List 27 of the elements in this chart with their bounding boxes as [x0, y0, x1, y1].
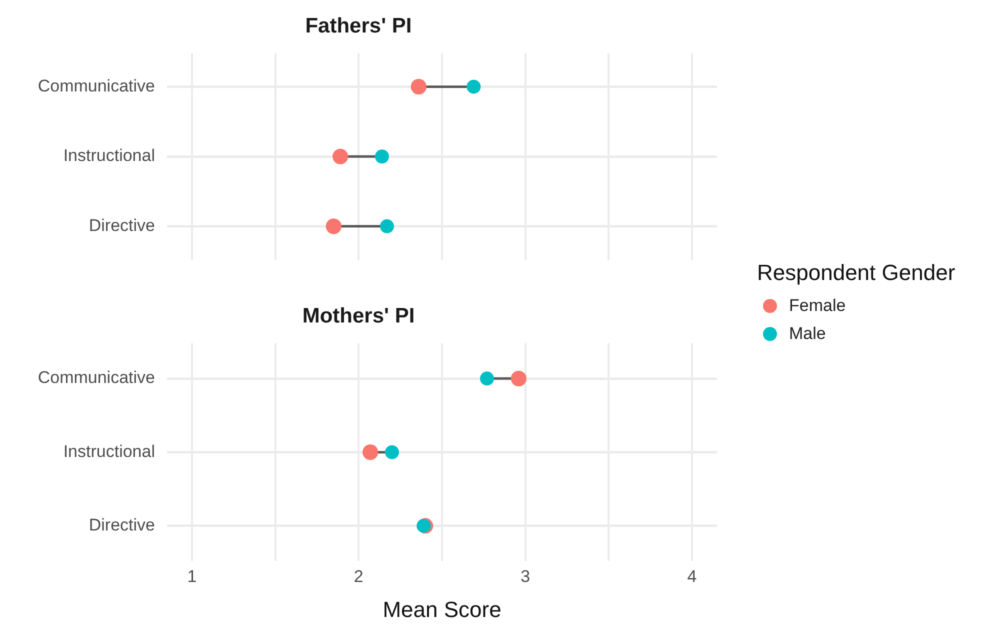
point	[480, 372, 494, 386]
y-tick-label: Directive	[88, 216, 155, 235]
y-tick-label: Communicative	[38, 368, 155, 388]
point	[375, 150, 389, 164]
x-axis-title: Mean Score	[382, 596, 502, 622]
point	[466, 80, 481, 94]
x-tick-label: 1	[187, 567, 197, 586]
y-tick-label: Directive	[88, 516, 155, 535]
point	[380, 219, 394, 234]
point	[362, 444, 378, 460]
chart-title: Mothers' PI	[302, 304, 415, 328]
point	[332, 148, 348, 164]
point	[385, 445, 399, 460]
x-tick-label: 2	[354, 567, 364, 586]
legend-label: Female	[789, 296, 846, 316]
legend-label: Male	[789, 324, 826, 344]
chart-title: Fathers' PI	[305, 14, 412, 38]
point	[416, 518, 431, 533]
y-tick-label: Instructional	[63, 146, 155, 166]
y-tick-label: Communicative	[38, 76, 155, 96]
y-tick-label: Instructional	[63, 442, 155, 461]
point	[410, 78, 426, 95]
point	[326, 218, 342, 234]
point	[510, 370, 526, 386]
x-tick-label: 3	[520, 567, 530, 586]
legend-title: Respondent Gender	[757, 260, 956, 286]
x-tick-label: 4	[687, 567, 697, 586]
